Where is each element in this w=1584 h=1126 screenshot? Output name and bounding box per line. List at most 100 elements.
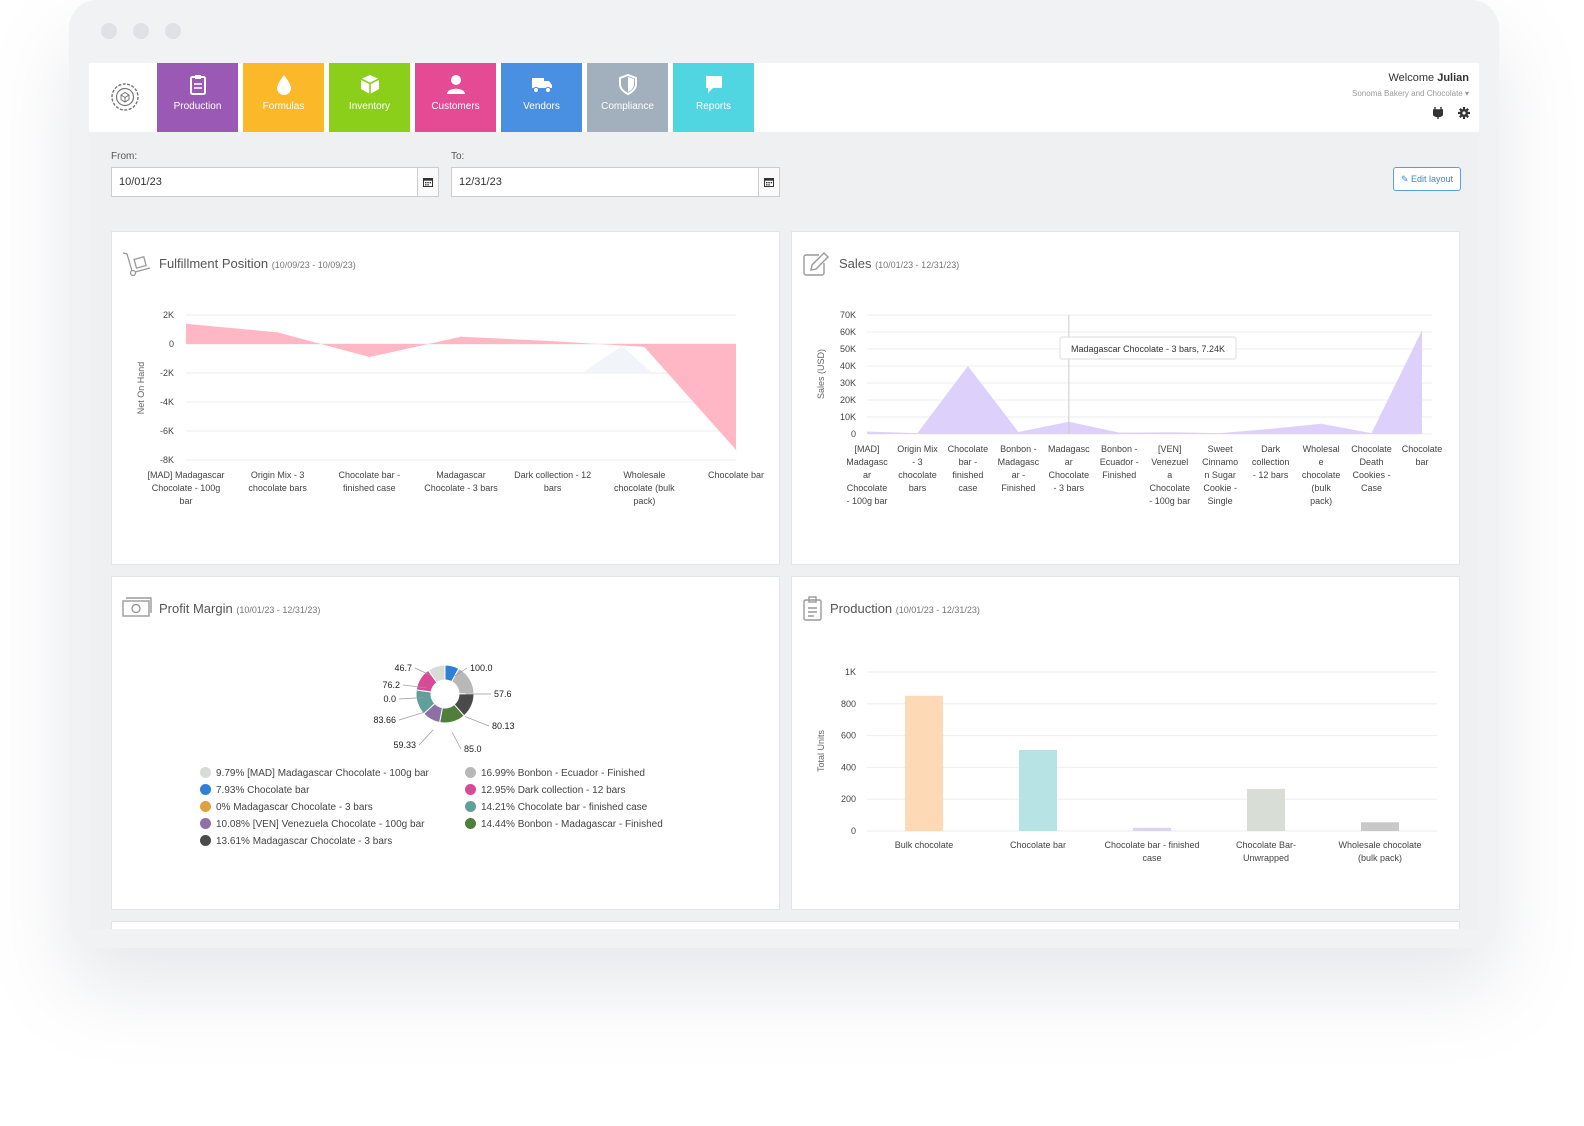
- truck-icon: [531, 78, 552, 94]
- x-tick-label: chocolate bars: [248, 483, 307, 493]
- to-calendar-button[interactable]: [758, 167, 780, 197]
- drop-icon: [276, 75, 291, 95]
- x-tick-label: - 100g bar: [846, 496, 887, 506]
- from-calendar-button[interactable]: [417, 167, 439, 197]
- calendar-icon: [764, 178, 774, 187]
- x-tick-label: a: [1167, 470, 1172, 480]
- legend-item[interactable]: 12.95% Dark collection - 12 bars: [465, 784, 626, 796]
- x-tick-label: (bulk pack): [1358, 853, 1402, 863]
- x-tick-label: Chocolate: [1351, 444, 1392, 454]
- user-name: Julian: [1437, 72, 1469, 84]
- x-tick-label: ar: [1065, 457, 1073, 467]
- x-tick-label: Ecuador -: [1100, 457, 1139, 467]
- y-axis-label: Total Units: [816, 729, 826, 772]
- legend-item[interactable]: 7.93% Chocolate bar: [200, 784, 309, 796]
- nav-tile-compliance[interactable]: Compliance: [587, 63, 668, 132]
- x-tick-label: Death: [1360, 457, 1384, 467]
- x-tick-label: ar -: [1012, 470, 1026, 480]
- legend-text: 12.95% Dark collection - 12 bars: [481, 785, 626, 796]
- pie-leader-line: [402, 684, 427, 689]
- x-tick-label: Wholesale: [623, 470, 665, 480]
- legend-text: 10.08% [VEN] Venezuela Chocolate - 100g …: [216, 819, 425, 830]
- legend-text: 14.21% Chocolate bar - finished case: [481, 802, 648, 813]
- top-nav: Production Formulas Inventory Customers Vend…: [89, 63, 1479, 132]
- x-tick-label: [MAD] Madagascar: [147, 470, 224, 480]
- x-tick-label: Wholesale chocolate: [1338, 840, 1421, 850]
- plug-icon[interactable]: [1433, 107, 1443, 119]
- bar: [1019, 749, 1057, 831]
- y-tick-label: -2K: [160, 368, 174, 378]
- tooltip-box: [1059, 336, 1237, 360]
- window-dot-icon[interactable]: [133, 23, 149, 39]
- data-point: [552, 340, 554, 342]
- legend-item[interactable]: 0% Madagascar Chocolate - 3 bars: [200, 801, 373, 813]
- area-shadow: [582, 346, 652, 373]
- app: Production Formulas Inventory Customers Vend…: [89, 63, 1479, 929]
- x-tick-label: bar: [1415, 457, 1428, 467]
- pie-slice: [427, 664, 446, 684]
- x-tick-label: Bonbon -: [1101, 444, 1138, 454]
- from-label: From:: [111, 151, 138, 162]
- clipboard-icon: [803, 596, 822, 621]
- x-tick-label: Cinnamo: [1202, 457, 1238, 467]
- fulfillment-chart: 2K 0 -2K -4K -6K -8K Net On Hand [MAD] Madagasc…: [136, 310, 764, 506]
- x-tick-label: (bulk: [1311, 483, 1331, 493]
- edit-icon: [803, 252, 829, 276]
- gear-icon[interactable]: [1458, 107, 1470, 119]
- x-tick-label: Single: [1208, 496, 1233, 506]
- browser-window: Production Formulas Inventory Customers Vend…: [69, 0, 1499, 948]
- production-chart: 1K 800 600 400 200 0 Total Units Bulk chocolate…: [816, 667, 1437, 863]
- data-point: [185, 323, 187, 325]
- data-point: [460, 336, 462, 338]
- nav-tile-vendors[interactable]: Vendors: [501, 63, 582, 132]
- nav-tile-label: Inventory: [348, 101, 391, 112]
- y-tick-label: 0: [169, 339, 174, 349]
- data-point: [643, 346, 645, 348]
- window-dot-icon[interactable]: [165, 23, 181, 39]
- clipboard-icon: [189, 75, 206, 95]
- x-tick-label: Cookies -: [1353, 470, 1391, 480]
- production-panel: Production (10/01/23 - 12/31/23) 1K 800 60…: [791, 576, 1460, 910]
- legend-item[interactable]: 10.08% [VEN] Venezuela Chocolate - 100g …: [200, 818, 424, 830]
- panel-title: Sales (10/01/23 - 12/31/23): [839, 256, 960, 271]
- x-tick-label: chocolate: [1302, 470, 1341, 480]
- profit-panel: Profit Margin (10/01/23 - 12/31/23) 46.7…: [111, 576, 780, 910]
- welcome-text: Welcome Julian: [1388, 72, 1469, 84]
- nav-tile-reports[interactable]: Reports: [673, 63, 754, 132]
- x-tick-label: Chocolate bar: [708, 470, 764, 480]
- pie-data-label: 83.66: [373, 715, 396, 725]
- x-tick-label: Finished: [1001, 483, 1035, 493]
- pie-leader-line: [398, 697, 425, 700]
- nav-tile-label: Reports: [695, 101, 731, 112]
- legend-text: 14.44% Bonbon - Madagascar - Finished: [481, 819, 663, 830]
- legend-text: 9.79% [MAD] Madagascar Chocolate - 100g …: [216, 768, 429, 779]
- to-date-field[interactable]: 12/31/23: [451, 167, 759, 197]
- x-tick-label: Cookie -: [1203, 483, 1237, 493]
- company-switcher[interactable]: Sonoma Bakery and Chocolate ▾: [1352, 89, 1469, 98]
- x-tick-label: Sweet: [1208, 444, 1234, 454]
- y-tick-label: 60K: [840, 327, 856, 337]
- legend-item[interactable]: 16.99% Bonbon - Ecuador - Finished: [465, 767, 645, 779]
- legend-item[interactable]: 9.79% [MAD] Madagascar Chocolate - 100g …: [200, 767, 429, 779]
- from-date-field[interactable]: 10/01/23: [111, 167, 418, 197]
- legend-swatch: [465, 801, 476, 812]
- pie-data-label: 100.0: [470, 663, 493, 673]
- legend-text: 16.99% Bonbon - Ecuador - Finished: [481, 768, 645, 779]
- x-tick-label: - 100g bar: [1149, 496, 1190, 506]
- legend-item[interactable]: 14.21% Chocolate bar - finished case: [465, 801, 647, 813]
- nav-tile-formulas[interactable]: Formulas: [243, 63, 324, 132]
- nav-tile-customers[interactable]: Customers: [415, 63, 496, 132]
- y-tick-label: 0: [851, 826, 856, 836]
- pencil-icon: ✎: [1400, 174, 1409, 184]
- edit-layout-button[interactable]: ✎ Edit layout: [1393, 167, 1461, 191]
- x-tick-label: Unwrapped: [1243, 853, 1289, 863]
- nav-tile-production[interactable]: Production: [157, 63, 238, 132]
- nav-tile-inventory[interactable]: Inventory: [329, 63, 410, 132]
- y-tick-label: 1K: [845, 667, 856, 677]
- chat-icon: [705, 76, 722, 93]
- window-dot-icon[interactable]: [101, 23, 117, 39]
- company-logo-icon[interactable]: [110, 82, 140, 112]
- x-tick-label: Chocolate bar: [1010, 840, 1066, 850]
- legend-item[interactable]: 13.61% Madagascar Chocolate - 3 bars: [200, 835, 392, 847]
- legend-item[interactable]: 14.44% Bonbon - Madagascar - Finished: [465, 818, 663, 830]
